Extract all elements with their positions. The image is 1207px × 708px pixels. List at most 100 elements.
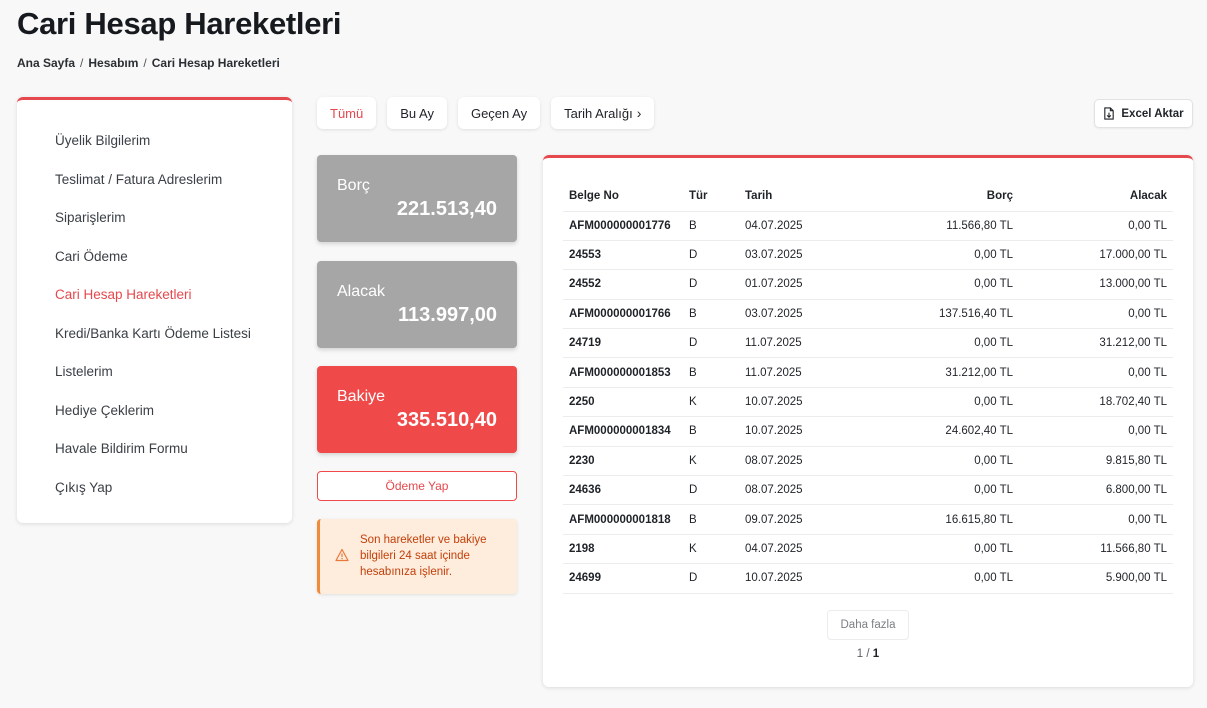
table-row: 24636 D 08.07.2025 0,00 TL 6.800,00 TL [563, 475, 1173, 506]
cell-credit: 11.566,80 TL [1019, 534, 1173, 565]
table-row: AFM000000001776 B 04.07.2025 11.566,80 TL 0,… [563, 211, 1173, 241]
make-payment-button[interactable]: Ödeme Yap [317, 471, 517, 501]
cell-credit: 0,00 TL [1019, 416, 1173, 447]
sidebar-item-logout[interactable]: Çıkış Yap [55, 479, 113, 495]
cell-type: B [683, 211, 739, 241]
pagination-total: 1 [872, 648, 880, 660]
cell-doc-number: 24719 [563, 328, 683, 359]
pagination-separator: / [866, 648, 870, 660]
cell-credit: 9.815,80 TL [1019, 446, 1173, 477]
cell-debt: 24.602,40 TL [859, 416, 1019, 447]
filter-date-range-button[interactable]: Tarih Aralığı › [551, 97, 655, 129]
cell-doc-number: 24636 [563, 475, 683, 506]
cell-debt: 137.516,40 TL [859, 299, 1019, 330]
filter-all-button[interactable]: Tümü [317, 97, 377, 129]
table-row: 24719 D 11.07.2025 0,00 TL 31.212,00 TL [563, 328, 1173, 359]
table-row: 24553 D 03.07.2025 0,00 TL 17.000,00 TL [563, 240, 1173, 271]
table-row: 24699 D 10.07.2025 0,00 TL 5.900,00 TL [563, 563, 1173, 594]
cell-credit: 13.000,00 TL [1019, 269, 1173, 300]
table-row: 24552 D 01.07.2025 0,00 TL 13.000,00 TL [563, 269, 1173, 300]
cell-debt: 0,00 TL [859, 240, 1019, 271]
cell-type: B [683, 504, 739, 535]
cell-credit: 18.702,40 TL [1019, 387, 1173, 418]
filter-last-month-button[interactable]: Geçen Ay [457, 97, 541, 129]
cell-date: 03.07.2025 [739, 299, 859, 330]
filter-this-month-button[interactable]: Bu Ay [387, 97, 447, 129]
cell-date: 08.07.2025 [739, 475, 859, 506]
cell-date: 10.07.2025 [739, 416, 859, 447]
balance-value: 335.510,40 [396, 409, 497, 431]
cell-type: K [683, 446, 739, 477]
alert-message: Son hareketler ve bakiye bilgileri 24 sa… [360, 534, 487, 578]
cell-credit: 5.900,00 TL [1019, 563, 1173, 594]
cell-doc-number: 2230 [563, 446, 683, 477]
breadcrumb-account[interactable]: Hesabım [88, 56, 139, 70]
cell-credit: 0,00 TL [1019, 504, 1173, 535]
credit-label: Alacak [337, 283, 386, 300]
pagination: 1 / 1 [543, 648, 1193, 660]
cell-credit: 0,00 TL [1019, 299, 1173, 330]
cell-doc-number: 2250 [563, 387, 683, 418]
sidebar-item-card-payments[interactable]: Kredi/Banka Kartı Ödeme Listesi [55, 325, 251, 341]
load-more-button[interactable]: Daha fazla [827, 610, 909, 640]
debt-value: 221.513,40 [396, 198, 497, 220]
cell-doc-number: 24699 [563, 563, 683, 594]
excel-export-label: Excel Aktar [1121, 107, 1184, 120]
table-row: 2250 K 10.07.2025 0,00 TL 18.702,40 TL [563, 387, 1173, 418]
file-export-icon [1104, 107, 1115, 120]
cell-doc-number: 24553 [563, 240, 683, 271]
cell-credit: 6.800,00 TL [1019, 475, 1173, 506]
page-title: Cari Hesap Hareketleri [17, 6, 342, 41]
cell-debt: 31.212,00 TL [859, 357, 1019, 388]
cell-date: 04.07.2025 [739, 534, 859, 565]
balance-summary-card: Bakiye 335.510,40 [317, 366, 517, 453]
cell-credit: 0,00 TL [1019, 357, 1173, 388]
excel-export-button[interactable]: Excel Aktar [1094, 99, 1193, 128]
filter-date-range-label: Tarih Aralığı [564, 105, 633, 121]
cell-doc-number: AFM000000001818 [563, 504, 683, 535]
cell-credit: 31.212,00 TL [1019, 328, 1173, 359]
pagination-current: 1 [856, 648, 864, 660]
breadcrumb-home[interactable]: Ana Sayfa [17, 56, 76, 70]
cell-debt: 0,00 TL [859, 563, 1019, 594]
sidebar-item-account-payment[interactable]: Cari Ödeme [55, 248, 128, 264]
sidebar-item-addresses[interactable]: Teslimat / Fatura Adreslerim [55, 171, 223, 187]
cell-debt: 0,00 TL [859, 534, 1019, 565]
cell-date: 10.07.2025 [739, 563, 859, 594]
cell-credit: 0,00 TL [1019, 211, 1173, 241]
cell-doc-number: 2198 [563, 534, 683, 565]
table-row: 2230 K 08.07.2025 0,00 TL 9.815,80 TL [563, 446, 1173, 477]
column-header-doc: Belge No [563, 181, 683, 212]
cell-type: D [683, 563, 739, 594]
table-row: AFM000000001853 B 11.07.2025 31.212,00 TL 0,… [563, 357, 1173, 388]
cell-debt: 0,00 TL [859, 446, 1019, 477]
cell-date: 11.07.2025 [739, 357, 859, 388]
breadcrumb-current: Cari Hesap Hareketleri [151, 56, 280, 70]
table-row: AFM000000001818 B 09.07.2025 16.615,80 TL 0,… [563, 504, 1173, 535]
cell-type: K [683, 534, 739, 565]
balance-label: Bakiye [337, 388, 386, 405]
warning-icon [335, 548, 349, 562]
date-filter-bar: Tümü Bu Ay Geçen Ay Tarih Aralığı › [317, 97, 655, 129]
breadcrumb-separator: / [80, 56, 84, 70]
cell-debt: 11.566,80 TL [859, 211, 1019, 241]
sidebar-item-orders[interactable]: Siparişlerim [55, 210, 126, 225]
column-header-credit: Alacak [1019, 181, 1173, 212]
cell-type: B [683, 299, 739, 330]
cell-doc-number: 24552 [563, 269, 683, 300]
table-row: AFM000000001766 B 03.07.2025 137.516,40 TL 0… [563, 299, 1173, 330]
sidebar-item-membership[interactable]: Üyelik Bilgilerim [55, 133, 151, 148]
sidebar-item-gift-cards[interactable]: Hediye Çeklerim [55, 402, 155, 418]
cell-doc-number: AFM000000001853 [563, 357, 683, 388]
debt-summary-card: Borç 221.513,40 [317, 155, 517, 242]
sidebar-item-account-transactions[interactable]: Cari Hesap Hareketleri [55, 287, 192, 302]
table-header-row: Belge No Tür Tarih Borç Alacak [563, 181, 1173, 212]
sidebar-item-lists[interactable]: Listelerim [55, 364, 113, 379]
cell-type: D [683, 269, 739, 300]
cell-debt: 0,00 TL [859, 328, 1019, 359]
table-row: AFM000000001834 B 10.07.2025 24.602,40 TL 0,… [563, 416, 1173, 447]
sidebar-item-transfer-notice[interactable]: Havale Bildirim Formu [55, 441, 188, 456]
cell-date: 10.07.2025 [739, 387, 859, 418]
cell-date: 09.07.2025 [739, 504, 859, 535]
cell-debt: 0,00 TL [859, 269, 1019, 300]
